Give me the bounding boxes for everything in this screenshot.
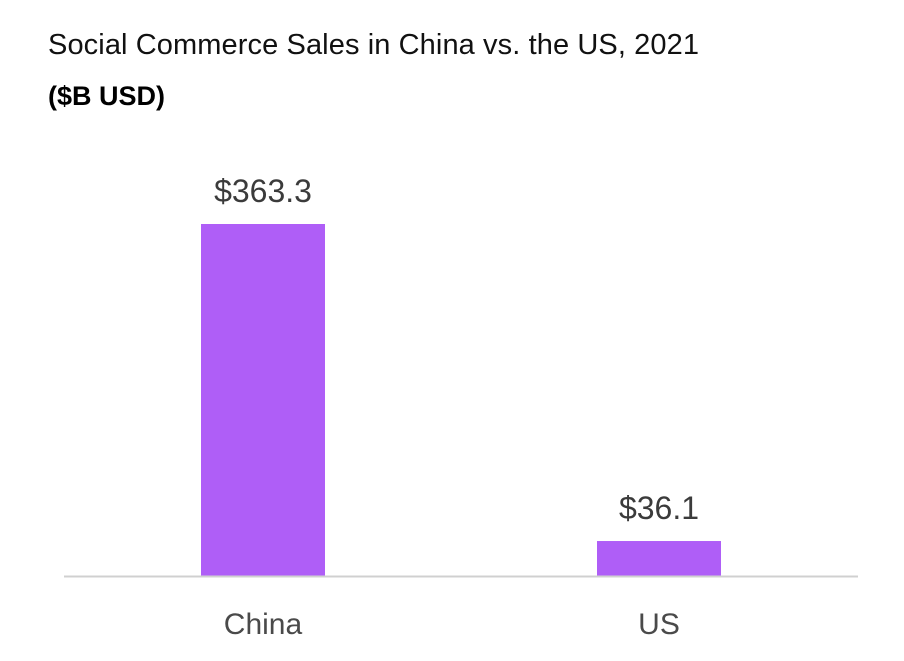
chart-title: Social Commerce Sales in China vs. the U…: [48, 29, 700, 61]
chart-subtitle: ($B USD): [48, 81, 166, 111]
bar-china: [201, 224, 325, 576]
data-label-us: $36.1: [619, 490, 699, 526]
bar-us: [597, 541, 721, 576]
data-label-china: $363.3: [214, 173, 312, 209]
category-label-china: China: [224, 608, 303, 641]
category-label-us: US: [638, 608, 680, 641]
